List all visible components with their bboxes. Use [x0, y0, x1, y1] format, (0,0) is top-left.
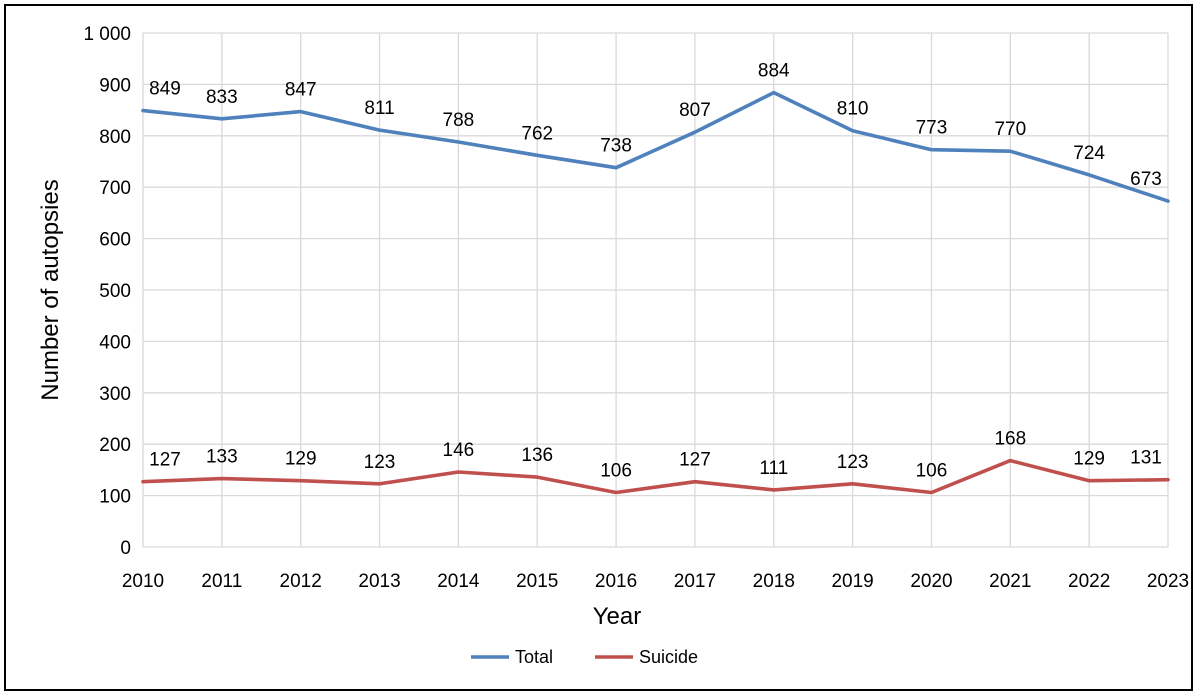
data-label: 136: [521, 445, 553, 466]
data-label: 123: [364, 452, 396, 473]
data-label: 127: [149, 450, 181, 471]
data-label: 111: [759, 458, 788, 479]
x-tick-label: 2022: [1068, 571, 1110, 592]
x-tick-label: 2021: [989, 571, 1031, 592]
y-tick-label: 700: [99, 178, 131, 199]
x-tick-label: 2011: [201, 571, 242, 592]
data-label: 849: [149, 79, 181, 100]
data-labels: 849 833 847 811 788 762 738 807 884 810 773 770 724 6…: [149, 61, 1162, 482]
series-lines: [141, 90, 1170, 495]
y-tick-label: 300: [99, 384, 131, 405]
data-label: 673: [1130, 169, 1162, 190]
data-label: 738: [600, 136, 632, 157]
data-label: 884: [758, 61, 790, 82]
y-tick-label: 900: [99, 75, 131, 96]
x-axis-ticks: 2010 2011 2012 2013 2014 2015 2016 2017 2018 2019…: [122, 571, 1189, 592]
data-label: 724: [1073, 143, 1105, 164]
grid: [142, 32, 1169, 548]
x-tick-label: 2017: [674, 571, 716, 592]
data-label: 123: [837, 452, 869, 473]
data-label: 129: [1073, 449, 1105, 470]
data-label: 773: [916, 118, 948, 139]
y-tick-label: 0: [120, 538, 131, 559]
x-tick-label: 2019: [831, 571, 873, 592]
data-label: 811: [364, 98, 394, 119]
data-label: 788: [443, 110, 475, 131]
data-label: 847: [285, 80, 317, 101]
y-tick-label: 800: [99, 127, 131, 148]
data-label: 807: [679, 100, 711, 121]
series-line-total: [141, 90, 1170, 203]
legend-label: Total: [515, 647, 553, 667]
y-axis-title: Number of autopsies: [37, 179, 64, 400]
data-label: 106: [600, 461, 632, 482]
x-tick-label: 2016: [595, 571, 637, 592]
legend: Total Suicide: [471, 647, 698, 667]
x-tick-label: 2023: [1147, 571, 1189, 592]
data-label: 810: [837, 99, 869, 120]
x-tick-label: 2010: [122, 571, 164, 592]
legend-label: Suicide: [639, 647, 698, 667]
data-label: 133: [206, 447, 238, 468]
y-tick-label: 100: [99, 487, 131, 508]
data-label: 168: [994, 429, 1026, 450]
x-tick-label: 2015: [516, 571, 558, 592]
data-label: 127: [679, 450, 711, 471]
y-tick-label: 400: [99, 332, 131, 353]
y-axis-ticks: 0 100 200 300 400 500 600 700 800 900 1 000: [83, 24, 131, 559]
x-tick-label: 2014: [437, 571, 480, 592]
data-label: 833: [206, 87, 238, 108]
series-line-suicide: [141, 458, 1170, 495]
y-tick-label: 600: [99, 230, 131, 251]
data-label: 762: [521, 123, 553, 144]
x-tick-label: 2013: [358, 571, 400, 592]
data-label: 770: [994, 119, 1026, 140]
y-tick-label: 500: [99, 281, 131, 302]
data-label: 146: [443, 440, 475, 461]
data-label: 131: [1130, 448, 1162, 469]
y-tick-label: 1 000: [83, 24, 131, 45]
x-axis-title: Year: [593, 603, 642, 630]
data-label: 129: [285, 449, 317, 470]
data-label: 106: [916, 461, 948, 482]
x-tick-label: 2018: [753, 571, 795, 592]
x-tick-label: 2020: [910, 571, 952, 592]
y-tick-label: 200: [99, 435, 131, 456]
x-tick-label: 2012: [280, 571, 322, 592]
